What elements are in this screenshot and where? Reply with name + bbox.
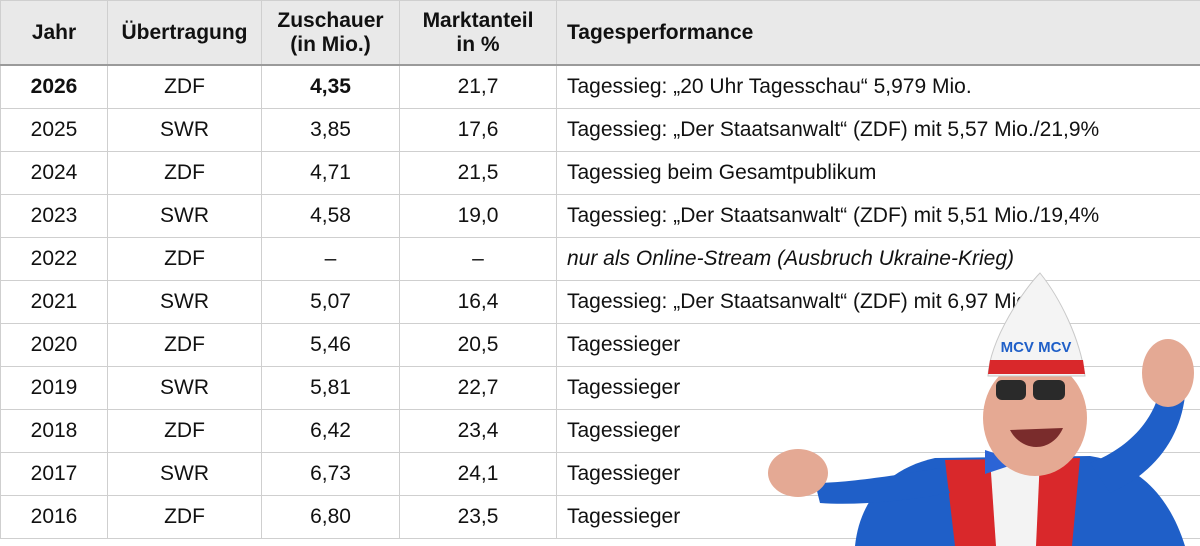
cell-year: 2022 xyxy=(0,237,108,281)
cell-broadcast: ZDF xyxy=(107,237,262,281)
cell-viewers: 6,73 xyxy=(261,452,400,496)
cell-viewers: 3,85 xyxy=(261,108,400,152)
cell-broadcast: ZDF xyxy=(107,151,262,195)
table-row: 2022 ZDF – – nur als Online-Stream (Ausb… xyxy=(0,237,1200,281)
cell-performance: nur als Online-Stream (Ausbruch Ukraine-… xyxy=(556,237,1200,281)
cell-viewers: 5,07 xyxy=(261,280,400,324)
cell-broadcast: SWR xyxy=(107,194,262,238)
cell-viewers: 6,42 xyxy=(261,409,400,453)
cell-broadcast: SWR xyxy=(107,108,262,152)
cell-year: 2016 xyxy=(0,495,108,539)
header-year: Jahr xyxy=(0,0,108,66)
header-performance: Tagesperformance xyxy=(556,0,1200,66)
table-row: 2021 SWR 5,07 16,4 Tagessieg: „Der Staat… xyxy=(0,280,1200,324)
cell-performance: Tagessieg beim Gesamtpublikum xyxy=(556,151,1200,195)
cell-viewers: – xyxy=(261,237,400,281)
header-share: Marktanteil in % xyxy=(399,0,557,66)
cell-year: 2024 xyxy=(0,151,108,195)
cell-performance: Tagessieg: „Der Staatsanwalt“ (ZDF) mit … xyxy=(556,280,1200,324)
cell-viewers: 4,35 xyxy=(261,64,400,109)
cell-share: 17,6 xyxy=(399,108,557,152)
table-row: 2016 ZDF 6,80 23,5 Tagessieger xyxy=(0,495,1200,539)
header-broadcast: Übertragung xyxy=(107,0,262,66)
cell-share: 22,7 xyxy=(399,366,557,410)
cell-broadcast: SWR xyxy=(107,280,262,324)
cell-performance: Tagessieger xyxy=(556,366,1200,410)
cell-year: 2021 xyxy=(0,280,108,324)
cell-year: 2017 xyxy=(0,452,108,496)
cell-broadcast: ZDF xyxy=(107,64,262,109)
cell-year: 2025 xyxy=(0,108,108,152)
cell-broadcast: SWR xyxy=(107,366,262,410)
cell-viewers: 6,80 xyxy=(261,495,400,539)
cell-performance: Tagessieg: „Der Staatsanwalt“ (ZDF) mit … xyxy=(556,108,1200,152)
cell-viewers: 4,58 xyxy=(261,194,400,238)
cell-share: 24,1 xyxy=(399,452,557,496)
header-share-line2: in % xyxy=(456,32,500,56)
cell-performance: Tagessieger xyxy=(556,495,1200,539)
table-header: Jahr Übertragung Zuschauer (in Mio.) Mar… xyxy=(0,0,1200,66)
cell-share: 21,7 xyxy=(399,64,557,109)
cell-broadcast: SWR xyxy=(107,452,262,496)
cell-share: – xyxy=(399,237,557,281)
cell-performance: Tagessieger xyxy=(556,409,1200,453)
cell-share: 23,4 xyxy=(399,409,557,453)
cell-year: 2018 xyxy=(0,409,108,453)
table-body: 2026 ZDF 4,35 21,7 Tagessieg: „20 Uhr Ta… xyxy=(0,64,1200,539)
cell-year: 2020 xyxy=(0,323,108,367)
table-row: 2017 SWR 6,73 24,1 Tagessieger xyxy=(0,452,1200,496)
cell-broadcast: ZDF xyxy=(107,323,262,367)
table-row: 2020 ZDF 5,46 20,5 Tagessieger xyxy=(0,323,1200,367)
cell-share: 21,5 xyxy=(399,151,557,195)
cell-broadcast: ZDF xyxy=(107,409,262,453)
cell-broadcast: ZDF xyxy=(107,495,262,539)
header-row: Jahr Übertragung Zuschauer (in Mio.) Mar… xyxy=(0,0,1200,66)
cell-share: 19,0 xyxy=(399,194,557,238)
cell-year: 2026 xyxy=(0,64,108,109)
header-viewers-line1: Zuschauer xyxy=(277,8,384,32)
header-viewers: Zuschauer (in Mio.) xyxy=(261,0,400,66)
table-row: 2026 ZDF 4,35 21,7 Tagessieg: „20 Uhr Ta… xyxy=(0,64,1200,109)
table-row: 2023 SWR 4,58 19,0 Tagessieg: „Der Staat… xyxy=(0,194,1200,238)
header-share-line1: Marktanteil xyxy=(422,8,534,32)
cell-share: 16,4 xyxy=(399,280,557,324)
header-viewers-line2: (in Mio.) xyxy=(290,32,371,56)
cell-viewers: 5,81 xyxy=(261,366,400,410)
cell-performance: Tagessieg: „20 Uhr Tagesschau“ 5,979 Mio… xyxy=(556,64,1200,109)
cell-year: 2023 xyxy=(0,194,108,238)
cell-share: 20,5 xyxy=(399,323,557,367)
cell-year: 2019 xyxy=(0,366,108,410)
cell-performance: Tagessieg: „Der Staatsanwalt“ (ZDF) mit … xyxy=(556,194,1200,238)
cell-performance: Tagessieger xyxy=(556,452,1200,496)
cell-viewers: 5,46 xyxy=(261,323,400,367)
table-row: 2025 SWR 3,85 17,6 Tagessieg: „Der Staat… xyxy=(0,108,1200,152)
table-row: 2018 ZDF 6,42 23,4 Tagessieger xyxy=(0,409,1200,453)
cell-viewers: 4,71 xyxy=(261,151,400,195)
table-row: 2024 ZDF 4,71 21,5 Tagessieg beim Gesamt… xyxy=(0,151,1200,195)
cell-performance: Tagessieger xyxy=(556,323,1200,367)
cell-share: 23,5 xyxy=(399,495,557,539)
table-row: 2019 SWR 5,81 22,7 Tagessieger xyxy=(0,366,1200,410)
